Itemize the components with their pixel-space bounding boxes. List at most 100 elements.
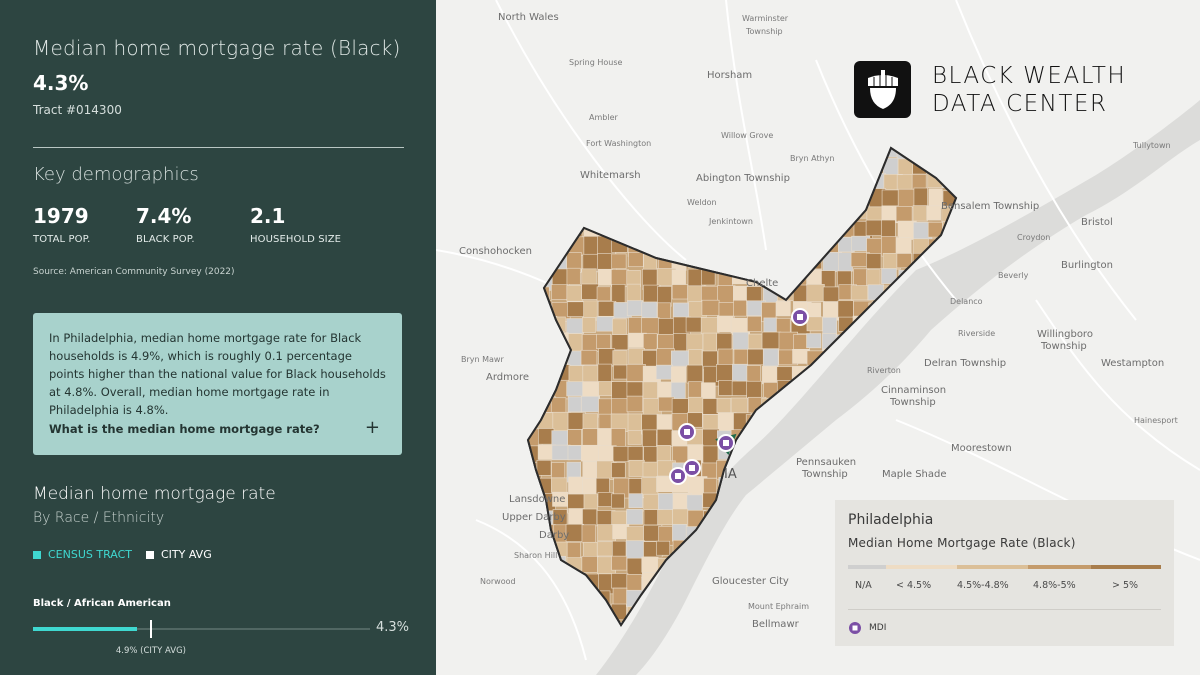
census-tract[interactable] <box>596 333 611 349</box>
census-tract[interactable] <box>792 237 811 258</box>
census-tract[interactable] <box>611 334 629 351</box>
census-tract[interactable] <box>957 382 976 401</box>
census-tract[interactable] <box>551 142 570 158</box>
census-tract[interactable] <box>806 174 825 190</box>
census-tract[interactable] <box>776 188 791 205</box>
census-tract[interactable] <box>522 189 539 207</box>
census-tract[interactable] <box>611 573 629 589</box>
census-tract[interactable] <box>792 478 810 498</box>
census-tract[interactable] <box>791 526 806 548</box>
census-tract[interactable] <box>538 221 557 242</box>
census-tract[interactable] <box>806 333 822 349</box>
census-tract[interactable] <box>642 236 662 256</box>
census-tract[interactable] <box>582 413 598 432</box>
census-tract[interactable] <box>793 509 812 530</box>
census-tract[interactable] <box>866 397 882 418</box>
census-tract[interactable] <box>643 157 658 175</box>
census-tract[interactable] <box>538 364 555 384</box>
census-tract[interactable] <box>807 493 825 514</box>
census-tract[interactable] <box>822 220 843 238</box>
census-tract[interactable] <box>611 462 626 478</box>
census-tract[interactable] <box>837 300 854 319</box>
census-tract[interactable] <box>686 494 703 513</box>
census-tract[interactable] <box>746 524 764 540</box>
census-tract[interactable] <box>895 206 913 223</box>
census-tract[interactable] <box>746 156 764 174</box>
census-tract[interactable] <box>521 155 536 173</box>
census-tract[interactable] <box>733 157 748 173</box>
census-tract[interactable] <box>732 140 749 160</box>
census-tract[interactable] <box>522 639 537 656</box>
census-tract[interactable] <box>643 173 661 195</box>
census-tract[interactable] <box>671 157 687 173</box>
census-tract[interactable] <box>762 252 777 269</box>
census-tract[interactable] <box>597 428 612 449</box>
census-tract[interactable] <box>611 283 626 304</box>
census-tract[interactable] <box>596 590 611 611</box>
census-tract[interactable] <box>550 397 567 413</box>
census-tract[interactable] <box>522 620 539 635</box>
census-tract[interactable] <box>791 637 809 651</box>
census-tract[interactable] <box>763 525 779 542</box>
census-tract[interactable] <box>524 333 542 351</box>
census-tract[interactable] <box>747 238 763 254</box>
census-tract[interactable] <box>941 413 958 432</box>
census-tract[interactable] <box>820 477 839 495</box>
census-tract[interactable] <box>655 540 671 556</box>
census-tract[interactable] <box>761 331 782 349</box>
census-tract[interactable] <box>778 557 796 574</box>
census-tract[interactable] <box>776 510 793 527</box>
census-tract[interactable] <box>822 286 840 302</box>
census-tract[interactable] <box>612 222 627 241</box>
census-tract[interactable] <box>808 558 828 575</box>
census-tract[interactable] <box>657 509 673 526</box>
census-tract[interactable] <box>881 429 901 449</box>
census-tract[interactable] <box>793 253 813 273</box>
census-tract[interactable] <box>670 366 687 383</box>
census-tract[interactable] <box>701 589 717 607</box>
census-tract[interactable] <box>701 299 720 316</box>
census-tract[interactable] <box>641 556 659 573</box>
census-tract[interactable] <box>551 477 568 493</box>
census-tract[interactable] <box>731 509 747 528</box>
census-tract[interactable] <box>866 253 882 269</box>
census-tract[interactable] <box>776 252 792 273</box>
census-tract[interactable] <box>790 220 806 239</box>
census-tract[interactable] <box>807 572 823 589</box>
census-tract[interactable] <box>583 622 599 639</box>
census-tract[interactable] <box>806 284 825 303</box>
census-tract[interactable] <box>566 381 584 397</box>
census-tract[interactable] <box>809 637 826 652</box>
census-tract[interactable] <box>926 332 943 351</box>
census-tract[interactable] <box>745 414 766 433</box>
census-tract[interactable] <box>537 157 554 175</box>
census-tract[interactable] <box>851 189 866 205</box>
census-tract[interactable] <box>537 253 553 273</box>
census-tract[interactable] <box>521 349 539 370</box>
census-tract[interactable] <box>703 141 720 159</box>
census-tract[interactable] <box>732 363 749 383</box>
census-tract[interactable] <box>896 253 912 269</box>
census-tract[interactable] <box>717 237 732 254</box>
census-tract[interactable] <box>673 205 692 225</box>
census-tract[interactable] <box>611 204 630 225</box>
census-tract[interactable] <box>760 541 780 557</box>
census-tract[interactable] <box>642 190 662 210</box>
census-tract[interactable] <box>958 414 972 429</box>
census-tract[interactable] <box>881 268 897 285</box>
census-tract[interactable] <box>927 413 946 432</box>
census-tract[interactable] <box>551 462 566 479</box>
census-tract[interactable] <box>808 619 824 635</box>
census-tract[interactable] <box>776 636 790 655</box>
census-tract[interactable] <box>838 158 855 174</box>
census-tract[interactable] <box>536 459 552 476</box>
census-tract[interactable] <box>685 140 703 159</box>
census-tract[interactable] <box>733 189 751 209</box>
census-tract[interactable] <box>581 204 596 220</box>
census-tract[interactable] <box>732 253 747 271</box>
census-tract[interactable] <box>776 156 791 174</box>
census-tract[interactable] <box>763 317 778 333</box>
census-tract[interactable] <box>566 267 581 285</box>
census-tract[interactable] <box>597 363 612 383</box>
census-tract[interactable] <box>672 142 688 158</box>
